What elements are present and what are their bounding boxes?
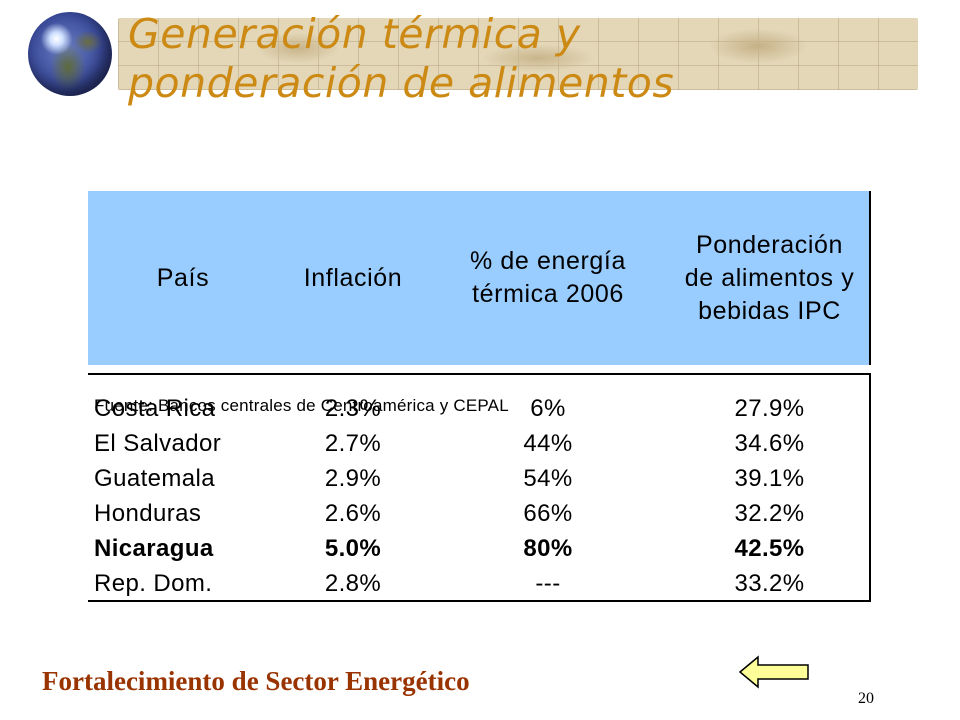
globe-icon <box>28 12 112 96</box>
table-row: Rep. Dom. 2.8% --- 33.2% <box>88 566 871 601</box>
header-line: % de energía <box>470 247 626 275</box>
cell-thermal-energy: 80% <box>523 535 573 562</box>
title-banner <box>118 18 918 90</box>
cell-food-weight: 42.5% <box>734 535 805 562</box>
cell-thermal-energy: 6% <box>530 395 566 422</box>
cell-country: Nicaragua <box>94 535 214 562</box>
header-cell-inflacion: Inflación <box>278 191 428 365</box>
cell-country: Rep. Dom. <box>94 570 213 597</box>
cell-inflation: 2.9% <box>324 465 382 492</box>
left-arrow-icon[interactable] <box>738 654 810 690</box>
slide-title-line-2: ponderación de alimentos <box>128 59 675 107</box>
cell-country: El Salvador <box>94 430 222 457</box>
header-cell-energia-termica: % de energía térmica 2006 <box>428 191 668 365</box>
cell-thermal-energy: 54% <box>523 465 573 492</box>
header-cell-ponderacion: Ponderación de alimentos y bebidas IPC <box>668 191 871 365</box>
header-line: de alimentos y <box>684 263 855 292</box>
slide-title: Generación térmica y ponderación de alim… <box>128 10 948 108</box>
cell-food-weight: 32.2% <box>734 500 805 527</box>
cell-inflation: 2.8% <box>324 570 382 597</box>
header-line: bebidas IPC <box>698 296 841 325</box>
data-table: País Inflación % de energía térmica 2006… <box>88 191 871 602</box>
cell-inflation: 2.7% <box>324 430 382 457</box>
page-number: 20 <box>858 690 874 707</box>
cell-food-weight: 39.1% <box>734 465 805 492</box>
table-row: Guatemala 2.9% 54% 39.1% <box>88 461 871 496</box>
table-header: País Inflación % de energía térmica 2006… <box>88 191 871 365</box>
cell-thermal-energy: --- <box>535 570 561 597</box>
header-line: Ponderación <box>696 230 843 259</box>
cell-food-weight: 33.2% <box>734 570 805 597</box>
left-arrow-shape[interactable] <box>738 655 809 689</box>
slide-title-line-1: Generación térmica y <box>128 10 581 58</box>
cell-food-weight: 34.6% <box>734 430 805 457</box>
table-row-highlighted: Nicaragua 5.0% 80% 42.5% <box>88 531 871 566</box>
footer-title: Fortalecimiento de Sector Energético <box>42 666 470 696</box>
table-row: Honduras 2.6% 66% 32.2% <box>88 496 871 531</box>
header-cell-pais: País <box>88 191 278 365</box>
header-line: Inflación <box>303 263 403 292</box>
cell-country: Guatemala <box>94 465 215 492</box>
table-body: Costa Rica 2.3% 6% 27.9% El Salvador 2.7… <box>88 373 871 602</box>
cell-inflation: 2.3% <box>324 395 382 422</box>
cell-inflation: 5.0% <box>324 535 382 562</box>
header-line: térmica 2006 <box>472 280 624 308</box>
cell-country: Honduras <box>94 500 202 527</box>
cell-country: Costa Rica <box>94 395 216 422</box>
table-row: El Salvador 2.7% 44% 34.6% <box>88 426 871 461</box>
cell-food-weight: 27.9% <box>734 395 805 422</box>
cell-inflation: 2.6% <box>324 500 382 527</box>
table-source-note: Fuente: Bancos centrales de Centroaméric… <box>94 396 509 415</box>
cell-thermal-energy: 44% <box>523 430 573 457</box>
table-row: Costa Rica 2.3% 6% 27.9% <box>88 391 871 426</box>
header-line: País <box>156 263 210 292</box>
cell-thermal-energy: 66% <box>523 500 573 527</box>
